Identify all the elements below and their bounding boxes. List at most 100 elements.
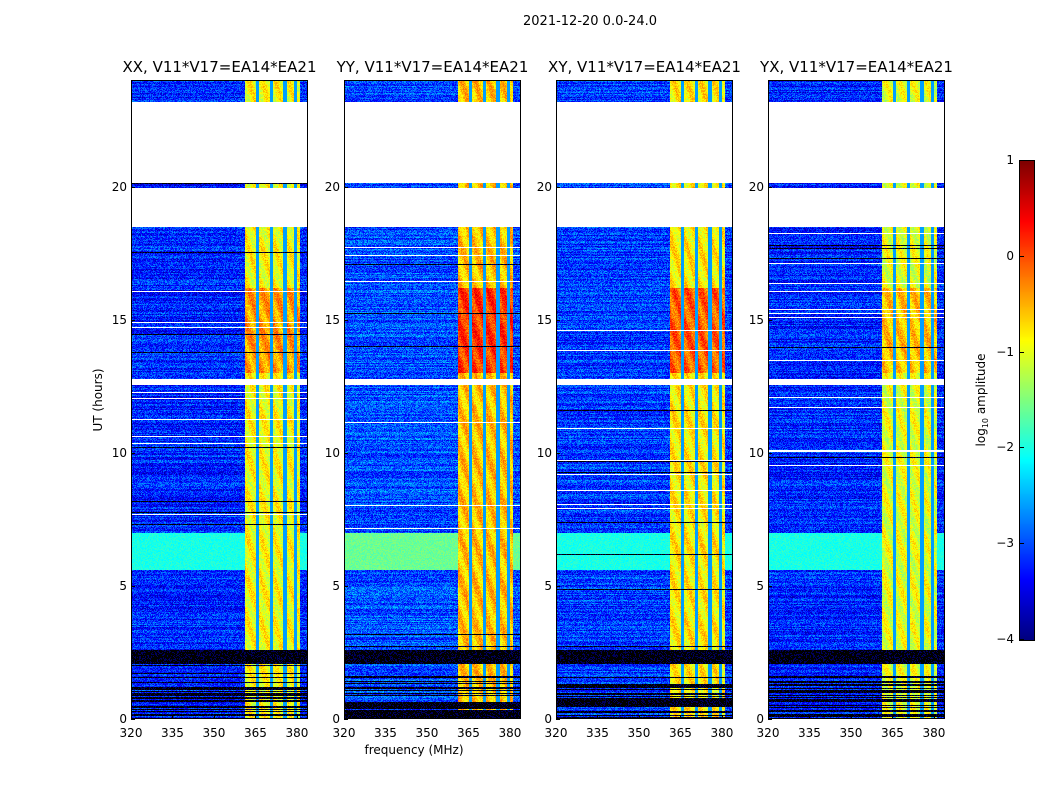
plot-frame [344, 80, 521, 719]
y-tick-label: 5 [544, 578, 552, 593]
y-tick-mark [556, 186, 560, 188]
x-tick-label: 320 [756, 726, 780, 740]
waterfall-heatmap [556, 80, 733, 719]
x-tick-mark [638, 715, 640, 719]
waterfall-heatmap [344, 80, 521, 719]
y-tick-mark [344, 719, 348, 720]
x-tick-label: 335 [374, 726, 397, 740]
x-tick-label: 335 [798, 726, 821, 740]
x-tick-mark [892, 715, 894, 719]
y-tick-label: 5 [756, 578, 764, 593]
y-tick-mark [344, 319, 348, 321]
y-tick-label: 20 [324, 179, 340, 194]
y-tick-label: 20 [536, 179, 552, 194]
colorbar-tick-label: 1 [1006, 153, 1014, 167]
y-tick-label: 10 [536, 445, 552, 460]
panel-0: XX, V11*V17=EA14*EA21 320 335 350 365 380 0 5 10… [112, 58, 317, 740]
colorbar-tick-label: −2 [996, 440, 1014, 455]
y-tick-mark [131, 186, 135, 188]
colorbar-tick-label: −1 [996, 344, 1014, 359]
y-tick-mark [344, 452, 348, 454]
x-axis-label: frequency (MHz) [364, 743, 464, 757]
x-tick-mark [850, 715, 852, 719]
x-tick-mark [426, 715, 428, 719]
y-tick-mark [344, 585, 348, 587]
panel-title: XY, V11*V17=EA14*EA21 [548, 58, 741, 76]
x-tick-label: 350 [627, 726, 651, 740]
y-tick-label: 10 [324, 445, 340, 460]
x-tick-mark [468, 715, 470, 719]
x-tick-mark [172, 715, 174, 719]
colorbar-tick-label: −4 [996, 632, 1014, 646]
colorbar-gradient [1020, 161, 1034, 640]
x-tick-label: 365 [881, 726, 904, 740]
y-tick-mark [131, 719, 135, 720]
x-tick-label: 320 [332, 726, 356, 740]
x-tick-label: 380 [498, 726, 522, 740]
y-tick-label: 0 [119, 712, 127, 726]
x-tick-mark [597, 715, 599, 719]
x-tick-mark [809, 715, 811, 719]
colorbar-label-sub: 10 [981, 417, 991, 429]
colorbar-tick-mark [1020, 639, 1024, 640]
x-tick-mark [296, 715, 298, 719]
y-tick-label: 0 [756, 712, 764, 726]
plot-frame [131, 80, 308, 719]
x-tick-label: 365 [457, 726, 480, 740]
y-tick-mark [768, 452, 772, 454]
x-tick-mark [933, 715, 935, 719]
x-tick-mark [680, 715, 682, 719]
y-tick-mark [344, 186, 348, 188]
x-tick-mark [344, 715, 345, 719]
y-axis-label: UT (hours) [91, 368, 105, 432]
panel-title: YX, V11*V17=EA14*EA21 [760, 58, 953, 76]
y-tick-label: 10 [111, 445, 127, 460]
colorbar [1019, 160, 1035, 641]
panel-2: XY, V11*V17=EA14*EA21 320 335 350 365 380 0 5 10… [537, 58, 741, 740]
colorbar-tick-mark [1020, 447, 1024, 449]
panel-3: YX, V11*V17=EA14*EA21 320 335 350 365 380 0 5 10… [749, 58, 953, 740]
y-tick-mark [768, 719, 772, 720]
chart-title: 2021-12-20 0.0-24.0 [523, 14, 657, 29]
y-tick-label: 15 [536, 312, 552, 327]
colorbar-tick-label: 0 [1006, 248, 1014, 263]
x-tick-label: 335 [586, 726, 609, 740]
y-tick-label: 10 [748, 445, 764, 460]
y-tick-mark [131, 585, 135, 587]
x-tick-mark [213, 715, 215, 719]
y-tick-label: 20 [111, 179, 127, 194]
x-tick-mark [255, 715, 257, 719]
x-tick-mark [131, 715, 132, 719]
x-tick-label: 380 [285, 726, 309, 740]
y-tick-mark [556, 585, 560, 587]
x-tick-label: 380 [710, 726, 734, 740]
y-tick-label: 5 [119, 578, 127, 593]
x-tick-mark [509, 715, 511, 719]
colorbar-tick-mark [1020, 351, 1024, 353]
y-tick-label: 15 [111, 312, 127, 327]
x-tick-label: 335 [161, 726, 184, 740]
colorbar-tick-mark [1020, 160, 1024, 161]
x-tick-label: 350 [839, 726, 863, 740]
panel-title: YY, V11*V17=EA14*EA21 [336, 58, 529, 76]
x-tick-label: 320 [544, 726, 568, 740]
y-tick-mark [556, 452, 560, 454]
y-tick-mark [768, 585, 772, 587]
colorbar-label: log10 amplitude [974, 354, 990, 447]
colorbar-tick-label: −3 [996, 536, 1014, 551]
x-tick-mark [721, 715, 723, 719]
x-tick-mark [556, 715, 557, 719]
y-tick-label: 0 [332, 712, 340, 726]
y-tick-label: 15 [748, 312, 764, 327]
x-tick-label: 365 [244, 726, 267, 740]
y-tick-mark [768, 186, 772, 188]
y-tick-label: 5 [332, 578, 340, 593]
colorbar-tick-mark [1020, 255, 1024, 257]
y-tick-label: 15 [324, 312, 340, 327]
y-tick-mark [131, 452, 135, 454]
y-tick-mark [768, 319, 772, 321]
y-tick-label: 20 [748, 179, 764, 194]
x-tick-label: 320 [119, 726, 143, 740]
y-tick-mark [556, 719, 560, 720]
x-tick-mark [768, 715, 769, 719]
